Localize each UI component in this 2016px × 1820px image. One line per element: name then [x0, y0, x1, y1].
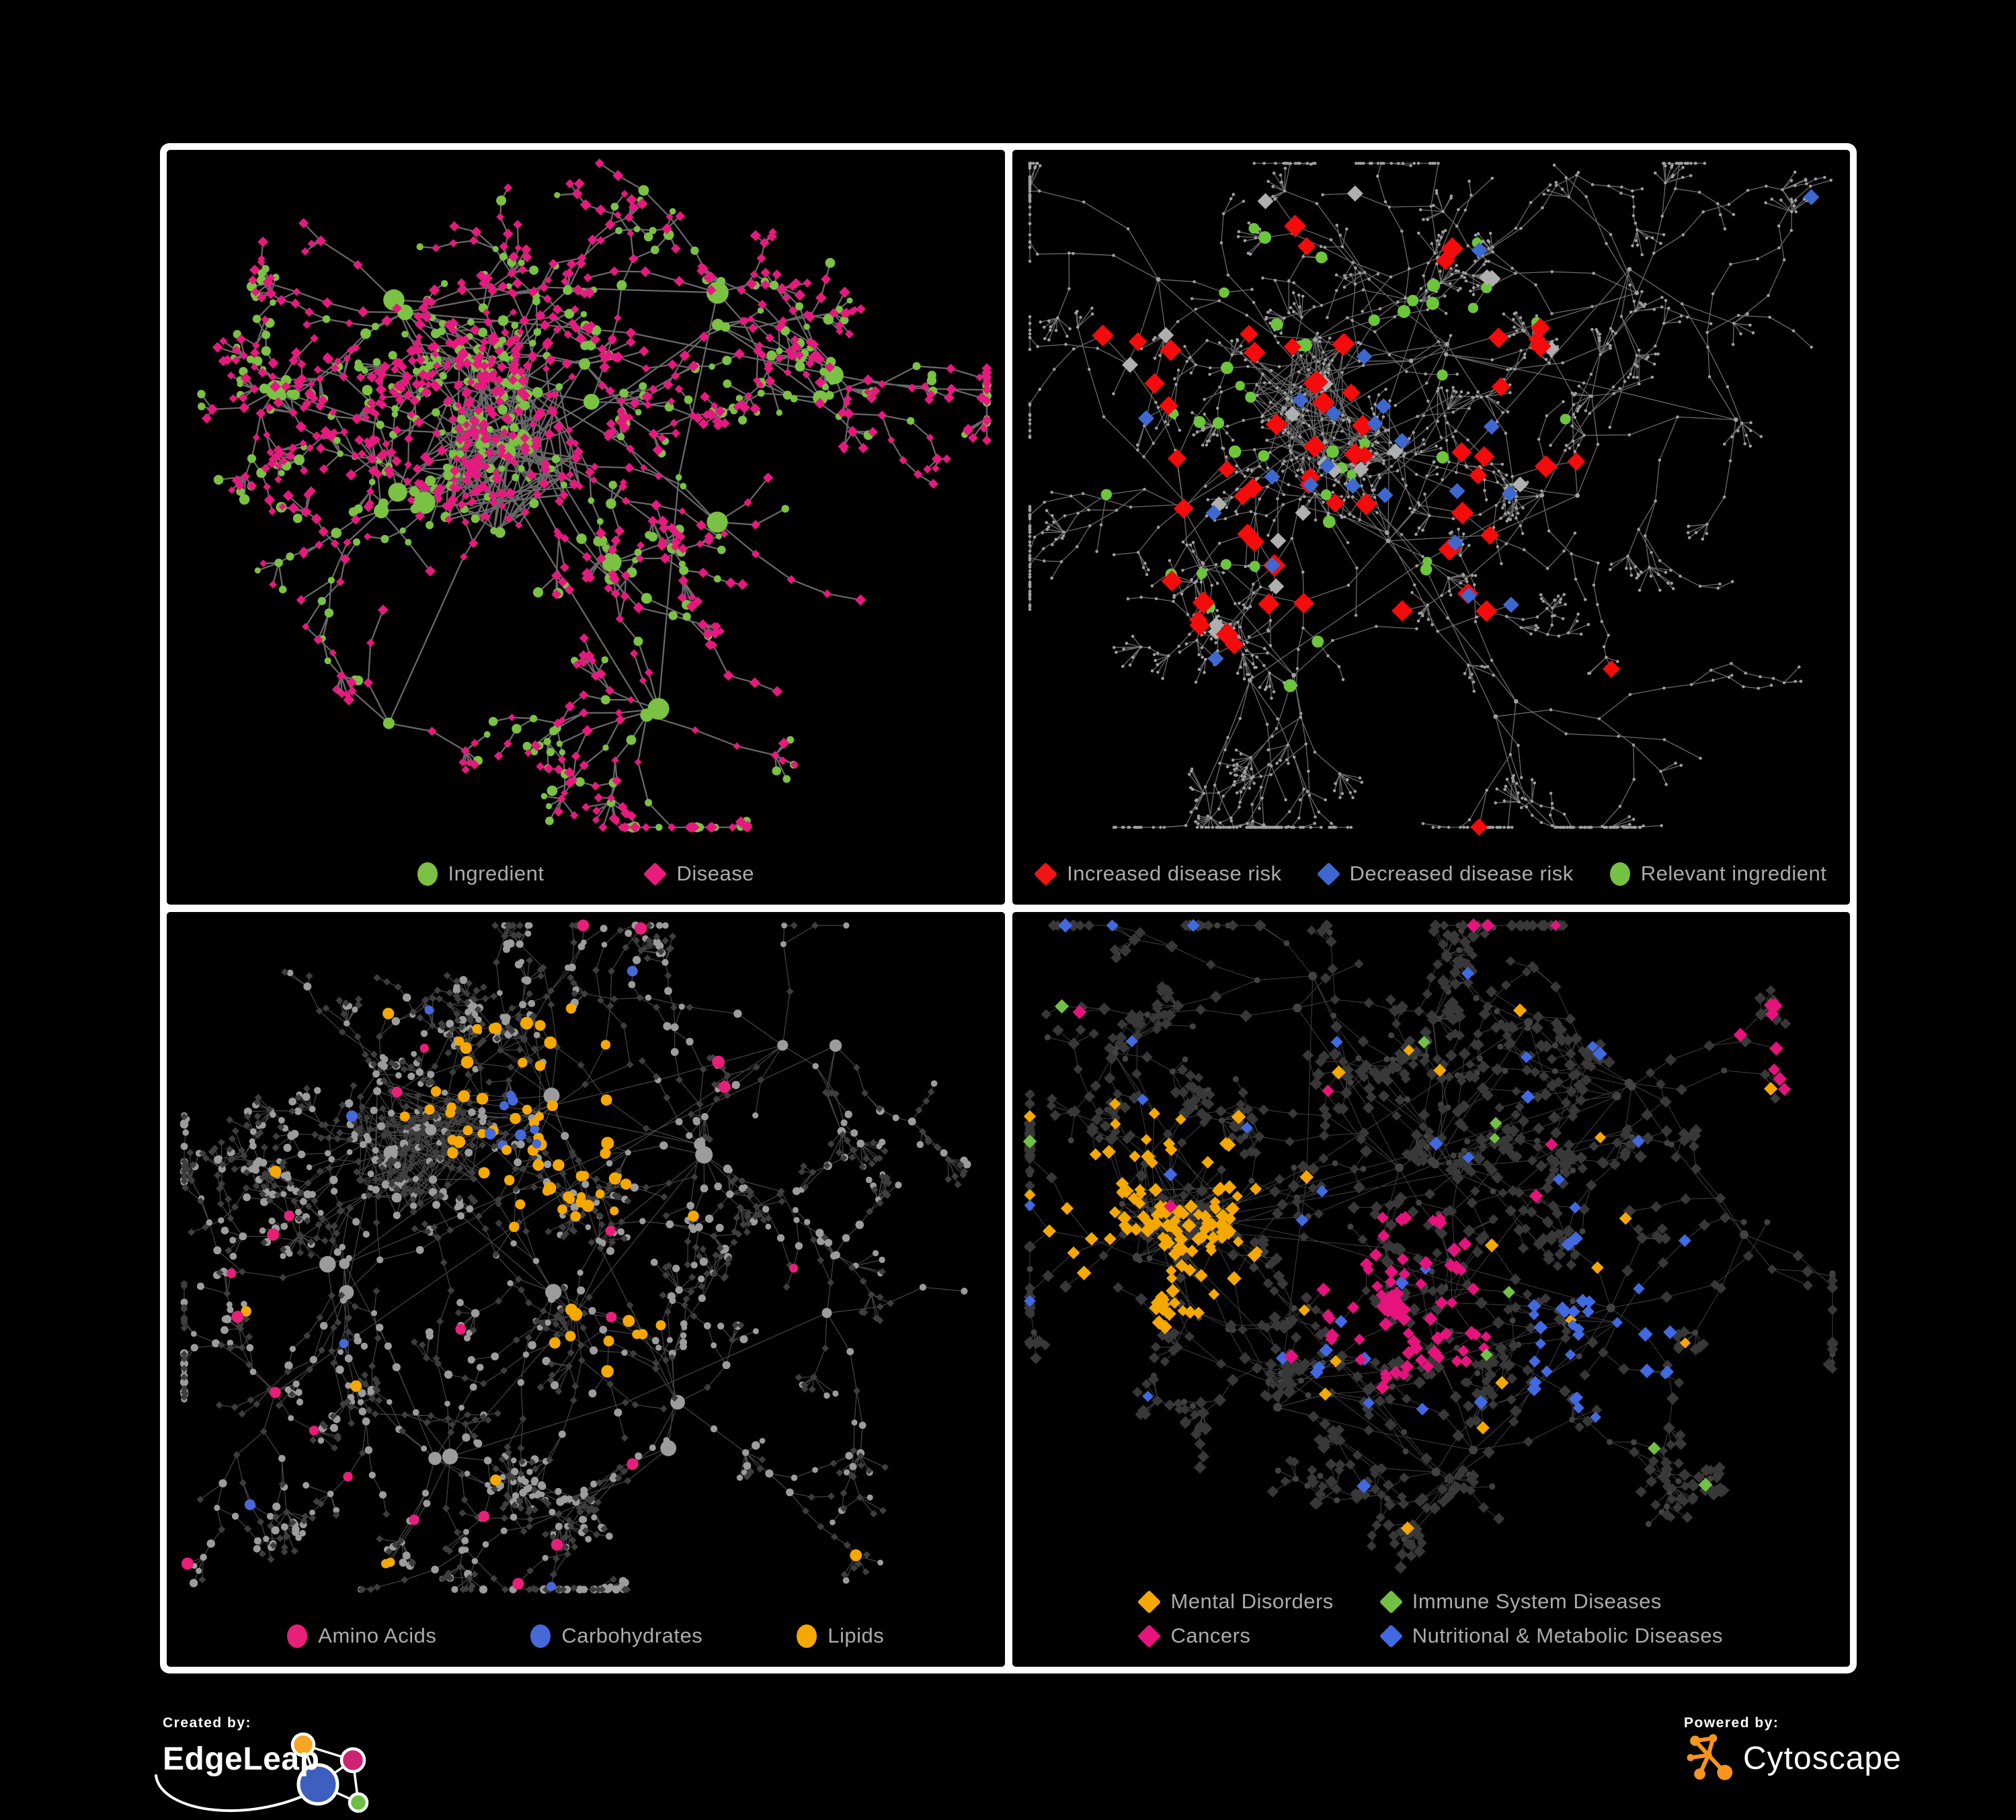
legend-label: Carbohydrates	[561, 1624, 703, 1647]
cytoscape-logo	[1687, 1734, 1733, 1780]
legend-diamond-marker	[1137, 1589, 1162, 1614]
legend-diamond-marker	[1316, 862, 1340, 886]
powered-by-block: Powered by: Cytoscape	[1684, 1715, 1902, 1784]
legend-circle-marker	[287, 1624, 308, 1648]
legend: Mental Disorders Immune System Diseases Ca…	[1012, 1589, 1851, 1648]
network-graph	[1028, 161, 1832, 835]
legend-item: Mental Disorders	[1137, 1589, 1334, 1614]
legend-label: Amino Acids	[318, 1624, 437, 1647]
legend-label: Relevant ingredient	[1640, 862, 1827, 885]
legend-label: Ingredient	[448, 862, 545, 885]
legend-item: Decreased disease risk	[1316, 862, 1574, 886]
legend-circle-marker	[1609, 862, 1630, 886]
legend-label: Increased disease risk	[1067, 862, 1282, 885]
legend-item: Relevant ingredient	[1609, 862, 1827, 886]
network-graph	[1022, 918, 1839, 1574]
legend-diamond-marker	[1033, 862, 1058, 886]
panel-disease-risk: Increased disease risk Decreased disease …	[1012, 150, 1851, 905]
legend-diamond-marker	[1137, 1624, 1162, 1648]
legend-circle-marker	[797, 1624, 817, 1648]
powered-by-label: Powered by:	[1684, 1715, 1779, 1731]
legend-item: Immune System Diseases	[1379, 1589, 1723, 1614]
legend: Ingredient Disease	[167, 862, 1005, 886]
legend-label: Cancers	[1170, 1624, 1251, 1647]
legend-label: Immune System Diseases	[1412, 1589, 1662, 1613]
legend-item: Disease	[643, 862, 754, 886]
legend: Increased disease risk Decreased disease …	[1012, 862, 1851, 886]
legend-item: Ingredient	[417, 862, 545, 886]
edgeleap-logo	[155, 1732, 369, 1813]
legend-item: Nutritional & Metabolic Diseases	[1379, 1624, 1724, 1648]
created-by-block: Created by: EdgeLeap	[155, 1715, 472, 1813]
legend-label: Decreased disease risk	[1349, 862, 1574, 885]
legend: Amino Acids Carbohydrates Lipids	[167, 1624, 1005, 1648]
cytoscape-wordmark: Cytoscape	[1743, 1740, 1902, 1776]
panel-ingredient-categories: Amino Acids Carbohydrates Lipids	[167, 912, 1005, 1667]
legend-label: Disease	[676, 862, 754, 885]
legend-item: Lipids	[797, 1624, 884, 1648]
legend-item: Carbohydrates	[530, 1624, 702, 1648]
legend-label: Mental Disorders	[1170, 1589, 1334, 1613]
legend-label: Lipids	[828, 1624, 885, 1647]
cytoscape-lockup: Cytoscape	[1684, 1733, 1902, 1784]
network-graph	[179, 919, 971, 1594]
panel-ingredient-disease: Ingredient Disease	[167, 150, 1005, 905]
panel-grid: Ingredient Disease Increased disease risk…	[160, 143, 1857, 1673]
legend-item: Amino Acids	[287, 1624, 436, 1648]
legend-label: Nutritional & Metabolic Diseases	[1412, 1624, 1724, 1647]
legend-circle-marker	[417, 862, 438, 886]
legend-item: Increased disease risk	[1033, 862, 1282, 886]
edgeleap-lockup: EdgeLeap	[155, 1732, 472, 1813]
legend-diamond-marker	[1379, 1624, 1403, 1648]
edgeleap-wordmark: EdgeLeap	[163, 1741, 320, 1777]
panel-disease-categories: Mental Disorders Immune System Diseases Ca…	[1012, 912, 1851, 1667]
legend-diamond-marker	[643, 862, 668, 886]
created-by-label: Created by:	[163, 1715, 252, 1731]
legend-circle-marker	[530, 1624, 551, 1648]
legend-item: Cancers	[1137, 1624, 1333, 1648]
legend-diamond-marker	[1379, 1589, 1403, 1614]
network-graph	[197, 158, 993, 833]
